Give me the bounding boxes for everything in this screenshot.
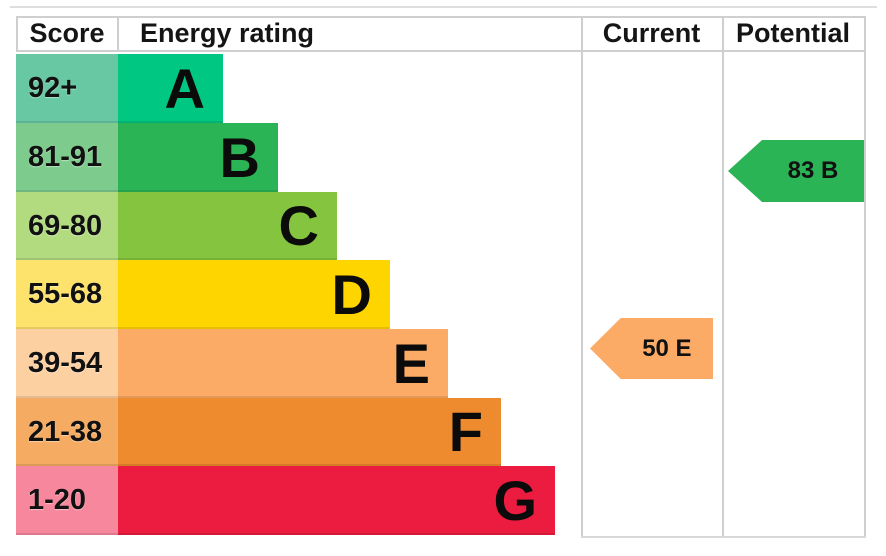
score-range-label: 92+	[28, 72, 78, 104]
current-column-left-border	[581, 16, 583, 538]
score-range-label: 39-54	[28, 347, 103, 379]
rating-bar: F	[118, 398, 501, 466]
rating-band-row: 92+ A	[0, 54, 886, 123]
energy-rating-column-header: Energy rating	[140, 18, 315, 48]
score-range-cell: 69-80	[16, 192, 118, 260]
score-column-header: Score	[29, 18, 105, 48]
rating-band-row: 69-80 C	[0, 192, 886, 260]
rating-letter: E	[392, 331, 430, 395]
rating-band-row: 81-91 B	[0, 123, 886, 192]
score-rating-divider	[117, 16, 119, 52]
potential-rating-arrow: 83 B	[728, 140, 864, 202]
rating-bar: B	[118, 123, 278, 192]
rating-letter: D	[331, 262, 372, 326]
rating-letter: B	[219, 125, 260, 189]
rating-bar: C	[118, 192, 337, 260]
score-range-label: 21-38	[28, 415, 103, 448]
potential-column-right-border	[864, 16, 866, 538]
potential-column-header: Potential	[735, 18, 850, 48]
rating-bar: G	[118, 466, 555, 535]
score-range-cell: 55-68	[16, 260, 118, 329]
score-range-label: 1-20	[28, 484, 87, 516]
rating-letter: F	[448, 400, 483, 463]
header-left-border	[16, 16, 18, 52]
score-range-label: 69-80	[28, 209, 103, 242]
score-range-cell: 92+	[16, 54, 118, 123]
rating-bar: E	[118, 329, 448, 398]
rating-letter: C	[278, 194, 319, 257]
score-range-cell: 21-38	[16, 398, 118, 466]
score-range-label: 81-91	[28, 141, 103, 173]
current-rating-label: 50 E	[642, 334, 692, 362]
rating-band-row: 55-68 D	[0, 260, 886, 329]
score-range-cell: 39-54	[16, 329, 118, 398]
rating-band-row: 39-54 E	[0, 329, 886, 398]
header-top-border	[16, 16, 866, 18]
rating-letter: A	[164, 56, 205, 120]
score-range-label: 55-68	[28, 278, 103, 310]
header-bottom-border	[16, 50, 866, 52]
score-range-cell: 81-91	[16, 123, 118, 192]
current-potential-divider	[722, 16, 724, 538]
current-column-header: Current	[602, 18, 701, 48]
rating-band-row: 21-38 F	[0, 398, 886, 466]
rating-bar: A	[118, 54, 223, 123]
potential-rating-label: 83 B	[787, 157, 839, 184]
rating-bar: D	[118, 260, 390, 329]
rating-letter: G	[493, 468, 537, 532]
chart-top-border	[10, 6, 877, 8]
rating-band-row: 1-20 G	[0, 466, 886, 535]
columns-bottom-border	[581, 536, 866, 538]
score-range-cell: 1-20	[16, 466, 118, 535]
